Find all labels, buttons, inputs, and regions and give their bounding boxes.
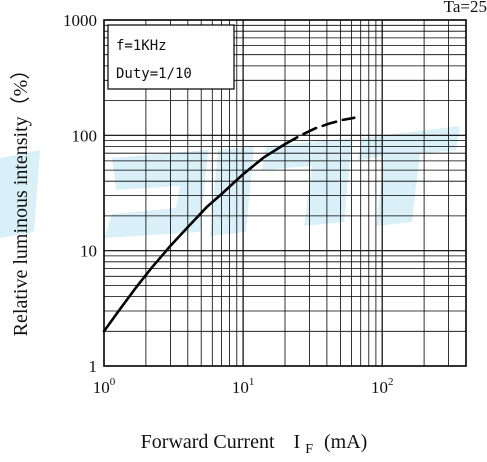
x-axis-title: Forward Current I F (mA) [141,431,368,458]
condition-annotation: f=1KHz Duty=1/10 [107,24,235,90]
x-axis-title-unit: (mA) [324,431,367,453]
x-tick-labels: 100 101 102 [93,376,394,397]
luminous-intensity-line [102,142,287,333]
series-layer [102,116,356,333]
x-tick-label-exponent: 1 [249,376,255,388]
x-tick-label-base: 10 [93,378,110,397]
x-axis-title-symbol: I [294,431,301,453]
x-tick-label-exponent: 0 [110,376,116,388]
x-axis-title-text: Forward Current [141,431,275,453]
annotation-duty: Duty=1/10 [116,66,192,82]
x-tick-label: 100 [93,376,116,397]
y-tick-label: 1 [89,357,98,376]
x-axis-title-subscript: F [305,442,313,457]
annotation-box [107,24,235,90]
corner-label: Ta=25 [444,0,487,16]
y-tick-label: 1000 [63,11,97,30]
x-tick-label: 101 [232,376,255,397]
x-tick-label-exponent: 2 [388,376,394,388]
x-tick-label-base: 10 [371,378,388,397]
extrapolated-curve-line [283,116,356,146]
x-tick-label-base: 10 [232,378,249,397]
y-axis-title: Relative luminous intensity（%） [9,60,32,337]
y-tick-label: 10 [80,242,97,261]
y-tick-labels: 1 10 100 1000 [63,11,97,376]
annotation-frequency: f=1KHz [116,38,167,54]
y-tick-label: 100 [72,126,98,145]
x-tick-label: 102 [371,376,394,397]
